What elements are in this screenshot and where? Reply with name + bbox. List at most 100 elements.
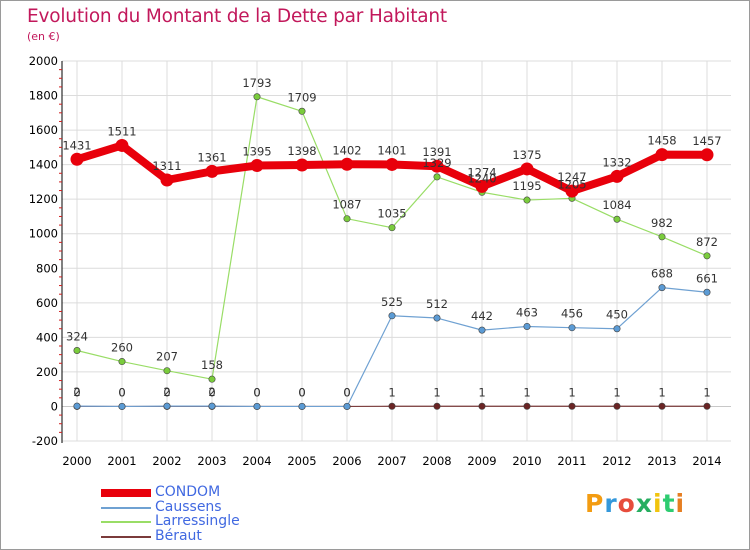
y-tick-label: 1000 (29, 227, 58, 241)
series-larressingle (73, 93, 711, 383)
data-point (208, 402, 216, 410)
logo-letter: i (653, 489, 663, 518)
legend-label: Larressingle (155, 513, 240, 529)
data-label: 450 (606, 308, 628, 322)
data-label: 1 (658, 385, 665, 399)
y-tick-label: 1800 (29, 89, 58, 103)
data-label: 1 (433, 385, 440, 399)
data-label: 1 (568, 385, 575, 399)
data-point (655, 148, 669, 162)
data-point (298, 402, 306, 410)
data-point (658, 284, 666, 292)
data-label: 158 (201, 358, 223, 372)
data-point (340, 157, 354, 171)
data-label: 1087 (332, 198, 361, 212)
data-point (568, 402, 576, 410)
logo-letter: r (604, 489, 618, 518)
data-label: 2 (73, 385, 80, 399)
series-caussens (73, 284, 711, 410)
data-label: 1240 (467, 171, 496, 185)
data-label: 1458 (647, 134, 676, 148)
data-point (253, 402, 261, 410)
data-point (205, 164, 219, 178)
x-tick-label: 2014 (692, 454, 721, 468)
logo-letter: P (585, 489, 605, 518)
data-label: 1084 (602, 198, 631, 212)
y-tick-label: 600 (36, 296, 58, 310)
data-label: 0 (118, 385, 125, 399)
x-tick-label: 2007 (377, 454, 406, 468)
logo-letter: o (617, 489, 636, 518)
data-point (703, 288, 711, 296)
data-label: 1395 (242, 145, 271, 159)
data-point (430, 159, 444, 173)
data-point (250, 159, 264, 172)
data-label: 1457 (692, 134, 721, 148)
data-label: 1361 (197, 150, 226, 164)
y-tick-label: 200 (36, 365, 58, 379)
legend-swatch (101, 506, 151, 509)
data-label: 1401 (377, 143, 406, 157)
data-point (478, 402, 486, 410)
data-point (295, 158, 309, 172)
data-point (700, 148, 714, 162)
x-tick-label: 2008 (422, 454, 451, 468)
x-tick-label: 2003 (197, 454, 226, 468)
data-point (118, 402, 126, 410)
legend-label: Caussens (155, 498, 222, 515)
x-tick-label: 2002 (152, 454, 181, 468)
data-label: 463 (516, 305, 538, 319)
data-label: 1311 (152, 159, 181, 173)
data-label: 260 (111, 341, 133, 355)
data-label: 1398 (287, 144, 316, 158)
y-tick-label: 1400 (29, 158, 58, 172)
data-point (433, 173, 441, 181)
x-tick-label: 2005 (287, 454, 316, 468)
data-label: 0 (118, 385, 125, 399)
data-label: 0 (253, 385, 260, 399)
plot-area (62, 61, 731, 441)
x-tick-label: 2011 (557, 454, 586, 468)
data-label: 1 (523, 385, 530, 399)
data-point (523, 402, 531, 410)
data-point (433, 402, 441, 410)
data-point (565, 184, 579, 198)
data-label: 1402 (332, 143, 361, 157)
data-label: 207 (156, 350, 178, 364)
x-tick-label: 2013 (647, 454, 676, 468)
data-point (613, 402, 621, 410)
y-tick-label: 800 (36, 261, 58, 275)
data-label: 1332 (602, 155, 631, 169)
data-label: 1793 (242, 76, 271, 90)
data-point (160, 173, 174, 187)
chart-title: Evolution du Montant de la Dette par Hab… (27, 6, 447, 27)
data-label: 1709 (287, 90, 316, 104)
data-point (520, 162, 534, 176)
data-point (253, 93, 261, 101)
data-label: 0 (298, 385, 305, 399)
data-point (523, 196, 531, 204)
data-label: 1391 (422, 145, 451, 159)
data-point (475, 179, 489, 193)
data-label: 1247 (557, 170, 586, 184)
data-point (70, 152, 84, 166)
data-label: 324 (66, 329, 88, 343)
data-point (703, 252, 711, 260)
y-tick-label: 2000 (29, 54, 58, 68)
data-label: 0 (343, 385, 350, 399)
legend-swatch (101, 535, 151, 538)
data-point (610, 169, 624, 183)
legend-label: CONDOM (155, 484, 221, 500)
data-point (658, 233, 666, 241)
data-label: 1375 (512, 148, 541, 162)
data-point (163, 402, 171, 410)
data-label: 0 (253, 385, 260, 399)
data-label: 0 (208, 385, 215, 399)
logo-letter: t (662, 489, 676, 518)
data-point (388, 224, 396, 232)
data-label: 1511 (107, 124, 136, 138)
data-point (118, 358, 126, 366)
x-tick-label: 2010 (512, 454, 541, 468)
y-tick-label: 1600 (29, 123, 58, 137)
